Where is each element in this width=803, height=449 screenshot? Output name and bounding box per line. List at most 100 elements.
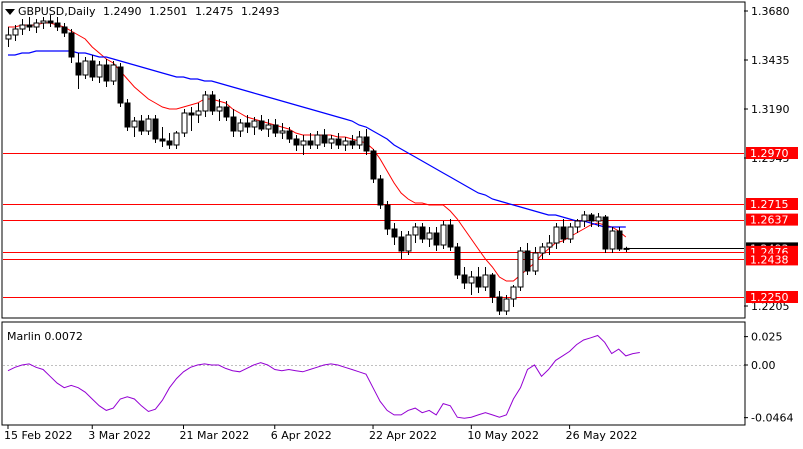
candle [503,295,510,315]
candle-body [230,116,237,132]
candle [426,227,433,247]
candle [110,61,117,85]
candle [405,231,412,255]
candle [195,103,202,123]
candle-body [181,112,188,134]
candle [230,109,237,137]
candle-body [244,122,251,128]
slow-ma-line [8,50,626,228]
indicator-line [7,334,640,419]
y-tick-label-2: 1.3190 [751,103,790,116]
level-label-5: 1.2250 [750,291,789,304]
candle-body [321,134,328,144]
candle [517,247,524,291]
candle-body [532,252,539,272]
candle-body [405,234,412,252]
candle [89,55,96,81]
candle [553,223,560,249]
candle [574,219,581,233]
candle-body [40,20,47,24]
candle [244,115,251,133]
chart-header: GBPUSD,Daily 1.2490 1.2501 1.2475 1.2493 [18,5,284,18]
candle-body [412,226,419,236]
candle [440,221,447,249]
candle [560,219,567,243]
candle-body [560,226,567,240]
candle-body [588,214,595,222]
candle [19,19,26,35]
level-label-box-1 [746,198,798,210]
candle-body [482,274,489,288]
level-label-1: 1.2715 [750,198,789,211]
symbol-timeframe: GBPUSD,Daily [18,5,96,18]
candle-body [553,226,560,244]
candle [510,285,517,307]
candle [489,273,496,303]
candle-body [12,28,19,36]
x-tick-label-1: 3 Mar 2022 [88,429,151,442]
candle-body [145,118,152,132]
candle-body [370,150,377,180]
candle-body [5,34,12,40]
candle [342,137,349,151]
candle-body [468,276,475,284]
candle-body [188,112,195,116]
candle [272,119,279,137]
candle [356,131,363,149]
candle-body [159,138,166,142]
candle [377,175,384,209]
candle-body [251,120,258,128]
candle [363,129,370,155]
candle [475,267,482,293]
candle-body [419,226,426,240]
candle [588,213,595,227]
level-label-box-4 [746,253,798,266]
candle [96,61,103,83]
collapse-arrow-icon[interactable] [5,9,15,15]
candle [595,213,602,227]
candle [202,91,209,117]
candle [335,133,342,149]
candle-body [54,22,61,28]
indicator-title: Marlin 0.0072 [7,330,83,343]
candle [482,267,489,291]
candle-body [202,94,209,112]
candle-body [223,106,230,118]
candle [412,223,419,243]
candle-body [356,136,363,146]
candle [567,223,574,243]
candle [623,246,630,252]
candle [131,117,138,137]
candle-body [33,22,40,28]
y-tick-label-0: 1.3680 [751,5,790,18]
candle-body [110,64,117,82]
candle [370,149,377,183]
candle [349,135,356,149]
candle-body [328,138,335,144]
candle-body [496,296,503,312]
candle [616,227,623,251]
candle-body [131,120,138,128]
candle-body [602,216,609,250]
candle-body [96,64,103,78]
x-tick-label-0: 15 Feb 2022 [4,429,72,442]
candle [181,109,188,137]
candle-body [258,120,265,130]
ohlc-open: 1.2490 [103,5,142,18]
candle [26,17,33,31]
level-label-2: 1.2637 [750,214,789,227]
x-tick-label-5: 10 May 2022 [467,429,539,442]
candle [391,223,398,245]
ohlc-close: 1.2493 [241,5,280,18]
candle-body [609,230,616,250]
candle-body [475,276,482,288]
ohlc-low: 1.2475 [195,5,234,18]
candle-body [433,232,440,246]
candle [314,131,321,149]
candle [61,23,68,37]
candle-body [286,130,293,140]
candle [103,59,110,87]
main-plot-frame [1,1,746,319]
candle [223,101,230,121]
